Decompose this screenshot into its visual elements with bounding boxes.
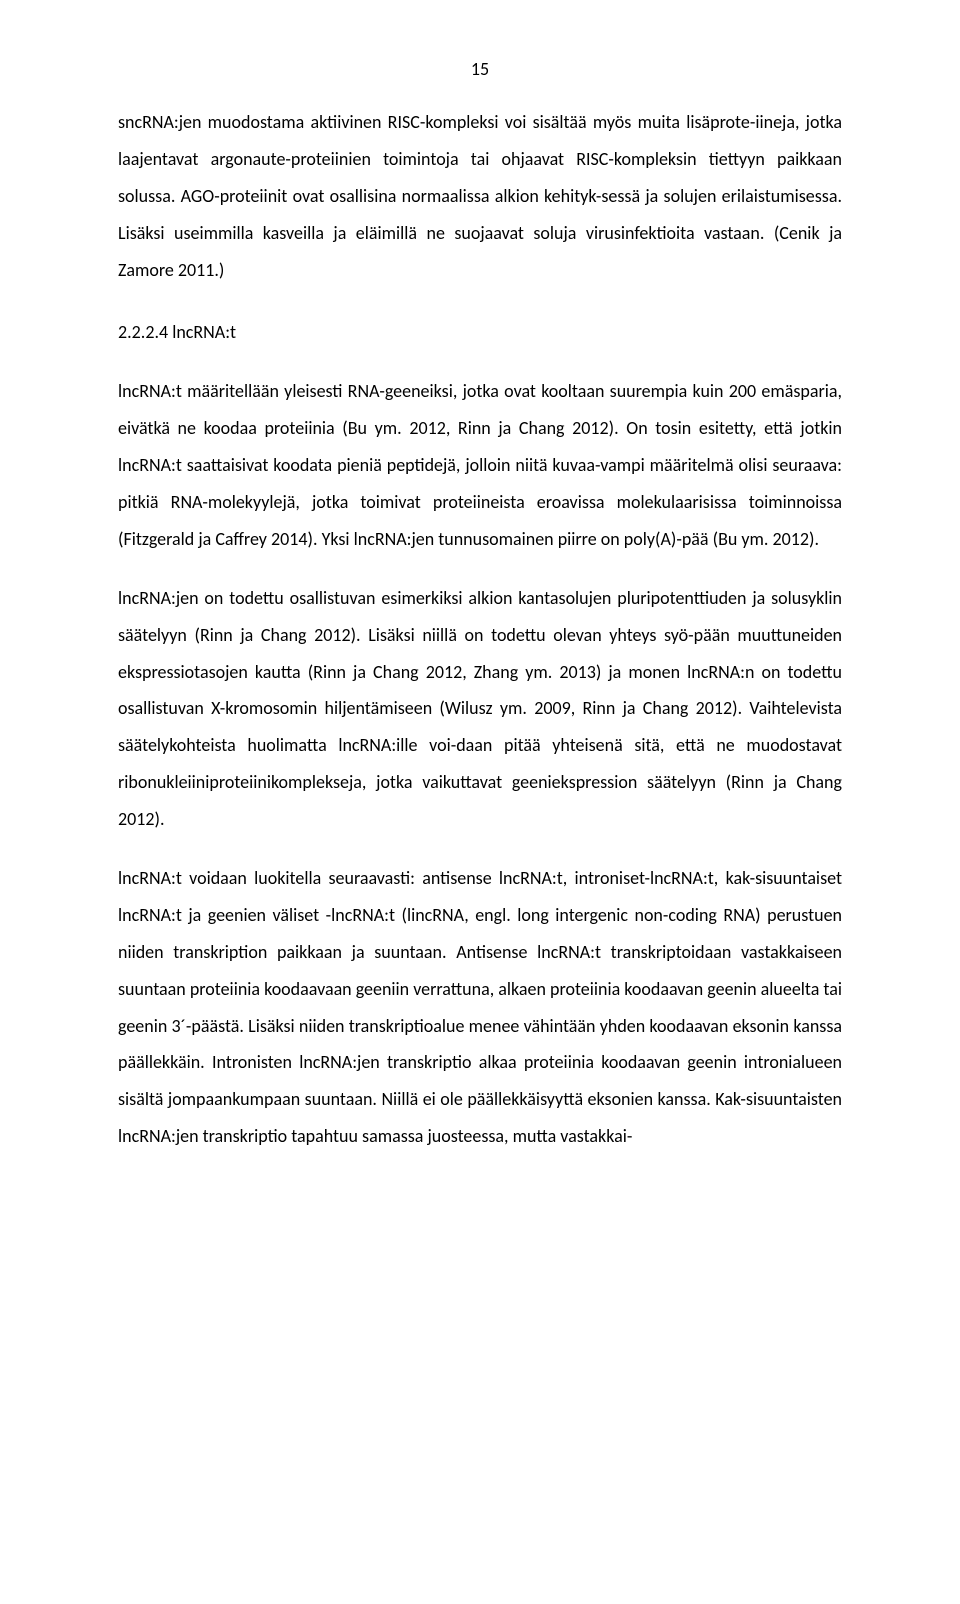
paragraph-2: lncRNA:t määritellään yleisesti RNA-geen… [118, 373, 842, 557]
section-heading: 2.2.2.4 lncRNA:t [118, 314, 842, 351]
paragraph-1: sncRNA:jen muodostama aktiivinen RISC-ko… [118, 104, 842, 288]
paragraph-4: lncRNA:t voidaan luokitella seuraavasti:… [118, 860, 842, 1155]
page-number: 15 [118, 58, 842, 80]
paragraph-3: lncRNA:jen on todettu osallistuvan esime… [118, 580, 842, 838]
document-page: 15 sncRNA:jen muodostama aktiivinen RISC… [0, 0, 960, 1604]
